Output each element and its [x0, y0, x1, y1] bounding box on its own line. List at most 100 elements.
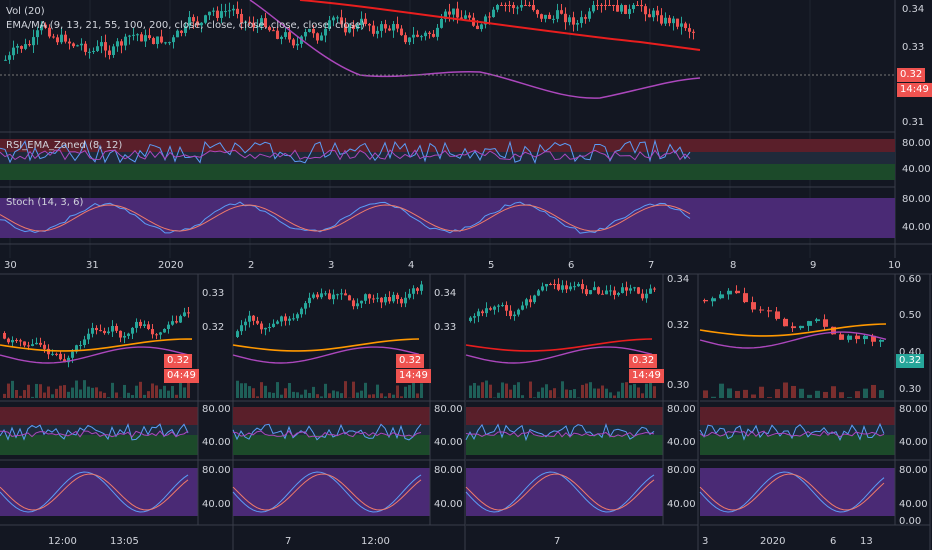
volume-bar: [404, 386, 407, 398]
candle-body: [513, 314, 516, 317]
candle-body: [628, 9, 631, 14]
candle-body: [59, 353, 62, 360]
rsi-legend[interactable]: RSI_EMA_Zoned (8, 12): [6, 140, 123, 151]
candle-body: [99, 330, 102, 332]
chart-pane-4[interactable]: 0.60 0.50 0.40 0.30 80.00 40.00 80.00 40.00 0.00…: [699, 274, 931, 550]
candle-body: [537, 290, 540, 296]
candle-body: [416, 34, 419, 37]
candle-body: [424, 32, 427, 37]
volume-bar: [653, 386, 656, 398]
volume-bar: [783, 382, 788, 398]
rsi-overbought-zone: [0, 139, 895, 152]
volume-bar: [605, 388, 608, 398]
volume-bar: [855, 391, 860, 398]
volume-bar: [59, 385, 62, 398]
candle-body: [324, 293, 327, 295]
candle-body: [256, 320, 259, 324]
ema-legend[interactable]: EMA/MA (9, 13, 21, 55, 100, 200, close, …: [6, 20, 365, 31]
candle-body: [196, 21, 199, 26]
candle-body: [644, 6, 647, 15]
volume-bar: [155, 385, 158, 398]
candle-body: [324, 28, 327, 36]
candle-body: [112, 46, 115, 55]
rsi-axis-label: 40.00: [667, 437, 696, 448]
candle-body: [572, 17, 575, 25]
volume-bar: [529, 381, 532, 398]
candle-body: [156, 36, 159, 45]
candle-body: [440, 18, 443, 28]
volume-bar: [19, 395, 22, 398]
candle-body: [19, 340, 22, 342]
chart-pane-3[interactable]: 0.34 0.32 0.30 80.00 40.00 80.00 40.00 7: [465, 274, 699, 550]
rsi-axis-label: 40.00: [902, 164, 931, 175]
candle-body: [536, 10, 539, 15]
stoch-legend[interactable]: Stoch (14, 3, 6): [6, 197, 84, 208]
candle-body: [372, 25, 375, 34]
candle-body: [103, 330, 106, 334]
main-chart[interactable]: 0.34 0.33 0.31 80.00 40.00 80.00 40.00: [0, 0, 932, 258]
volume-legend[interactable]: Vol (20): [6, 6, 45, 17]
volume-bar: [469, 385, 472, 398]
candle-body: [648, 14, 651, 18]
candle-body: [388, 296, 391, 302]
rsi-overbought-zone: [466, 407, 663, 425]
volume-bar: [711, 396, 716, 398]
candle-body: [485, 308, 488, 314]
candle-body: [304, 303, 307, 309]
candle-body: [743, 293, 748, 303]
volume-bar: [847, 397, 852, 398]
volume-bar: [637, 387, 640, 398]
candle-body: [27, 345, 30, 347]
chart-pane-2[interactable]: 0.34 0.33 80.00 40.00 80.00 40.00 7 12:00: [232, 274, 466, 550]
candle-body: [240, 325, 243, 332]
candle-body: [60, 34, 63, 43]
candle-body: [711, 298, 716, 302]
candle-body: [596, 5, 599, 6]
candle-body: [24, 44, 27, 49]
candle-body: [493, 306, 496, 310]
time-label: 31: [86, 260, 99, 271]
candle-body: [80, 43, 83, 46]
time-label: 6: [830, 536, 836, 547]
candle-body: [120, 41, 123, 46]
candle-body: [175, 321, 178, 323]
stoch-d-line: [232, 473, 422, 511]
stoch-axis-label: 80.00: [434, 465, 463, 476]
volume-bar: [320, 396, 323, 398]
volume-bar: [767, 397, 772, 398]
volume-bar: [743, 389, 748, 398]
candle-body: [75, 345, 78, 352]
candle-body: [863, 335, 868, 340]
candle-body: [396, 24, 399, 29]
volume-bar: [51, 394, 54, 398]
candle-body: [565, 285, 568, 290]
time-label: 12:00: [48, 536, 77, 547]
candle-body: [284, 32, 287, 37]
candle-body: [831, 326, 836, 335]
candle-body: [163, 328, 166, 333]
volume-bar: [597, 388, 600, 398]
candle-body: [8, 55, 11, 60]
candle-body: [83, 339, 86, 346]
volume-bar: [759, 386, 764, 398]
candle-body: [292, 318, 295, 320]
candle-body: [136, 34, 139, 36]
volume-bar: [312, 386, 315, 398]
candle-body: [155, 334, 158, 336]
candle-body: [4, 59, 7, 61]
candle-body: [807, 321, 812, 326]
candle-body: [119, 330, 122, 338]
volume-bar: [541, 387, 544, 398]
volume-bar: [633, 383, 636, 398]
candle-body: [476, 25, 479, 30]
chart-pane-1[interactable]: 0.33 0.32 80.00 40.00 80.00 40.00 12:00 13:05: [0, 274, 234, 550]
candle-body: [304, 31, 307, 37]
volume-bar: [115, 392, 118, 398]
candle-body: [520, 5, 523, 8]
volume-bar: [187, 380, 190, 398]
volume-bar: [292, 391, 295, 398]
candle-body: [124, 36, 127, 46]
candle-body: [624, 5, 627, 14]
candle-body: [412, 288, 415, 294]
